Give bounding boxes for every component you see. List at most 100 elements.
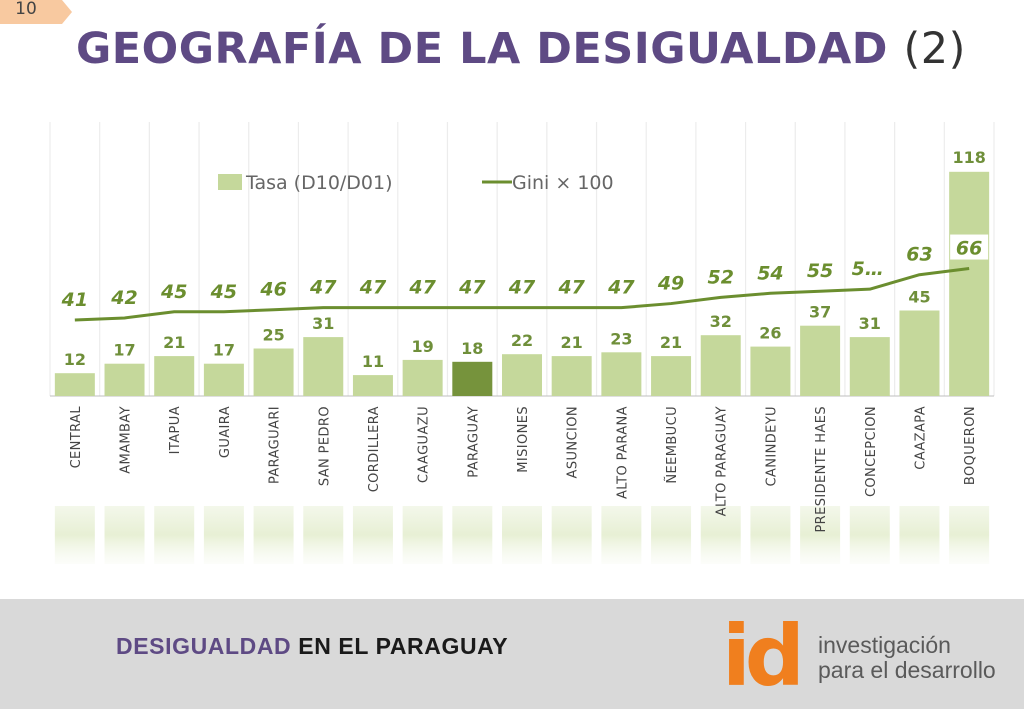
reflection xyxy=(203,506,244,564)
x-tick-label: SAN PEDRO xyxy=(317,406,332,486)
logo-line2-a: para el xyxy=(818,657,895,683)
bar-value-label: 19 xyxy=(411,337,433,356)
reflection xyxy=(700,506,741,564)
reflection xyxy=(352,506,393,564)
gini-value-label: 47 xyxy=(458,277,486,299)
reflection xyxy=(800,506,841,564)
logo-line2: para el desarrollo xyxy=(818,658,996,683)
x-tick-label: CANINDEYU xyxy=(764,406,779,487)
bar xyxy=(800,325,841,396)
bar-value-label: 21 xyxy=(561,333,583,352)
footer-title-b: EN EL PARAGUAY xyxy=(298,633,509,659)
gini-value-label: 42 xyxy=(110,287,137,309)
x-tick-label: CAAZAPA xyxy=(913,406,928,470)
x-tick-label: ITAPUA xyxy=(168,406,183,454)
bar xyxy=(402,359,443,396)
bar-value-label: 118 xyxy=(952,148,985,167)
gini-value-label: 47 xyxy=(408,277,436,299)
bar-value-label: 45 xyxy=(908,288,930,307)
bar-value-label: 32 xyxy=(710,312,732,331)
logo-line1: investigación xyxy=(818,632,951,658)
footer-title-a: DESIGUALDAD xyxy=(116,633,292,659)
bar xyxy=(253,348,294,396)
bar-value-label: 12 xyxy=(64,350,86,369)
gini-value-label: 5… xyxy=(852,258,884,280)
x-tick-label: ALTO PARAGUAY xyxy=(715,406,730,516)
logo-text: investigación para el desarrollo xyxy=(818,633,996,683)
bar-value-label: 22 xyxy=(511,331,533,350)
page-title-main: GEOGRAFÍA DE LA DESIGUALDAD xyxy=(76,24,888,74)
x-tick-label: AMAMBAY xyxy=(119,406,134,474)
gini-value-label: 66 xyxy=(956,238,982,260)
reflection xyxy=(452,506,493,564)
bar-value-label: 11 xyxy=(362,352,384,371)
gini-value-label: 45 xyxy=(210,281,237,303)
id-logo: id investigación para el desarrollo xyxy=(720,607,1010,705)
gini-value-label: 63 xyxy=(906,244,932,266)
reflection xyxy=(849,506,890,564)
bar xyxy=(551,356,592,396)
x-tick-label: ALTO PARANA xyxy=(615,406,630,499)
bar-value-label: 31 xyxy=(312,314,334,333)
gini-value-label: 47 xyxy=(607,277,635,299)
reflection xyxy=(303,506,344,564)
gini-value-label: 46 xyxy=(259,279,286,301)
gini-value-label: 47 xyxy=(557,277,585,299)
gini-value-label: 55 xyxy=(807,260,833,282)
slide-number-badge: 10 xyxy=(0,0,72,24)
gini-label-box xyxy=(950,234,989,260)
x-tick-label: BOQUERON xyxy=(963,406,978,485)
bar-value-label: 17 xyxy=(213,341,235,360)
footer: DESIGUALDAD EN EL PARAGUAY id investigac… xyxy=(0,599,1024,709)
bar xyxy=(601,352,642,396)
bar xyxy=(651,356,692,396)
bar xyxy=(750,346,791,396)
reflection xyxy=(601,506,642,564)
legend-bar-swatch xyxy=(218,174,242,190)
bar-value-label: 25 xyxy=(262,326,284,345)
x-tick-label: ÑEEMBUCU xyxy=(664,406,680,484)
footer-title: DESIGUALDAD EN EL PARAGUAY xyxy=(116,633,508,660)
chart: 12 17 21 17 25 31 11 19 18 22 21 23 21 32 26 37 31 45 118 4… xyxy=(49,122,995,564)
reflection xyxy=(899,506,940,564)
bar-value-label: 21 xyxy=(163,333,185,352)
reflection xyxy=(551,506,592,564)
id-logo-i: id xyxy=(722,613,799,697)
bar xyxy=(849,337,890,396)
gini-value-label: 41 xyxy=(61,289,88,311)
reflection xyxy=(253,506,294,564)
bar xyxy=(352,375,393,396)
gini-value-label: 47 xyxy=(309,277,337,299)
legend-bar-label: Tasa (D10/D01) xyxy=(245,172,393,194)
legend: Tasa (D10/D01) Gini × 100 xyxy=(218,172,614,194)
data-labels: 12 17 21 17 25 31 11 19 18 22 21 23 21 32 26 37 31 45 118 4… xyxy=(61,148,989,371)
gini-line-layer xyxy=(74,267,970,322)
bar-value-label: 26 xyxy=(759,324,781,343)
gini-value-label: 54 xyxy=(757,262,783,284)
bar-value-label: 17 xyxy=(113,341,135,360)
x-tick-label: CORDILLERA xyxy=(367,406,382,492)
x-tick-label: CENTRAL xyxy=(69,406,84,469)
id-logo-mark: id xyxy=(722,607,805,705)
bar xyxy=(502,354,542,396)
bar-value-label: 31 xyxy=(859,314,881,333)
bar xyxy=(949,171,990,396)
bars xyxy=(54,171,990,396)
x-tick-label: PARAGUAY xyxy=(466,406,481,478)
x-tick-label: ASUNCION xyxy=(566,406,581,478)
page-title-suffix: (2) xyxy=(903,24,966,74)
x-tick-label: PARAGUARI xyxy=(268,406,283,484)
reflection xyxy=(502,506,542,564)
reflection xyxy=(651,506,692,564)
bar xyxy=(452,361,493,396)
reflection xyxy=(750,506,791,564)
bar-value-label: 18 xyxy=(461,339,483,358)
x-tick-label: MISIONES xyxy=(516,406,531,473)
bar-value-label: 23 xyxy=(610,329,632,348)
gini-value-label: 47 xyxy=(508,277,536,299)
bar-value-label: 37 xyxy=(809,303,831,322)
slide-number: 10 xyxy=(15,0,37,19)
bar xyxy=(104,363,145,396)
reflection xyxy=(154,506,195,564)
x-tick-label: CONCEPCION xyxy=(864,406,879,497)
